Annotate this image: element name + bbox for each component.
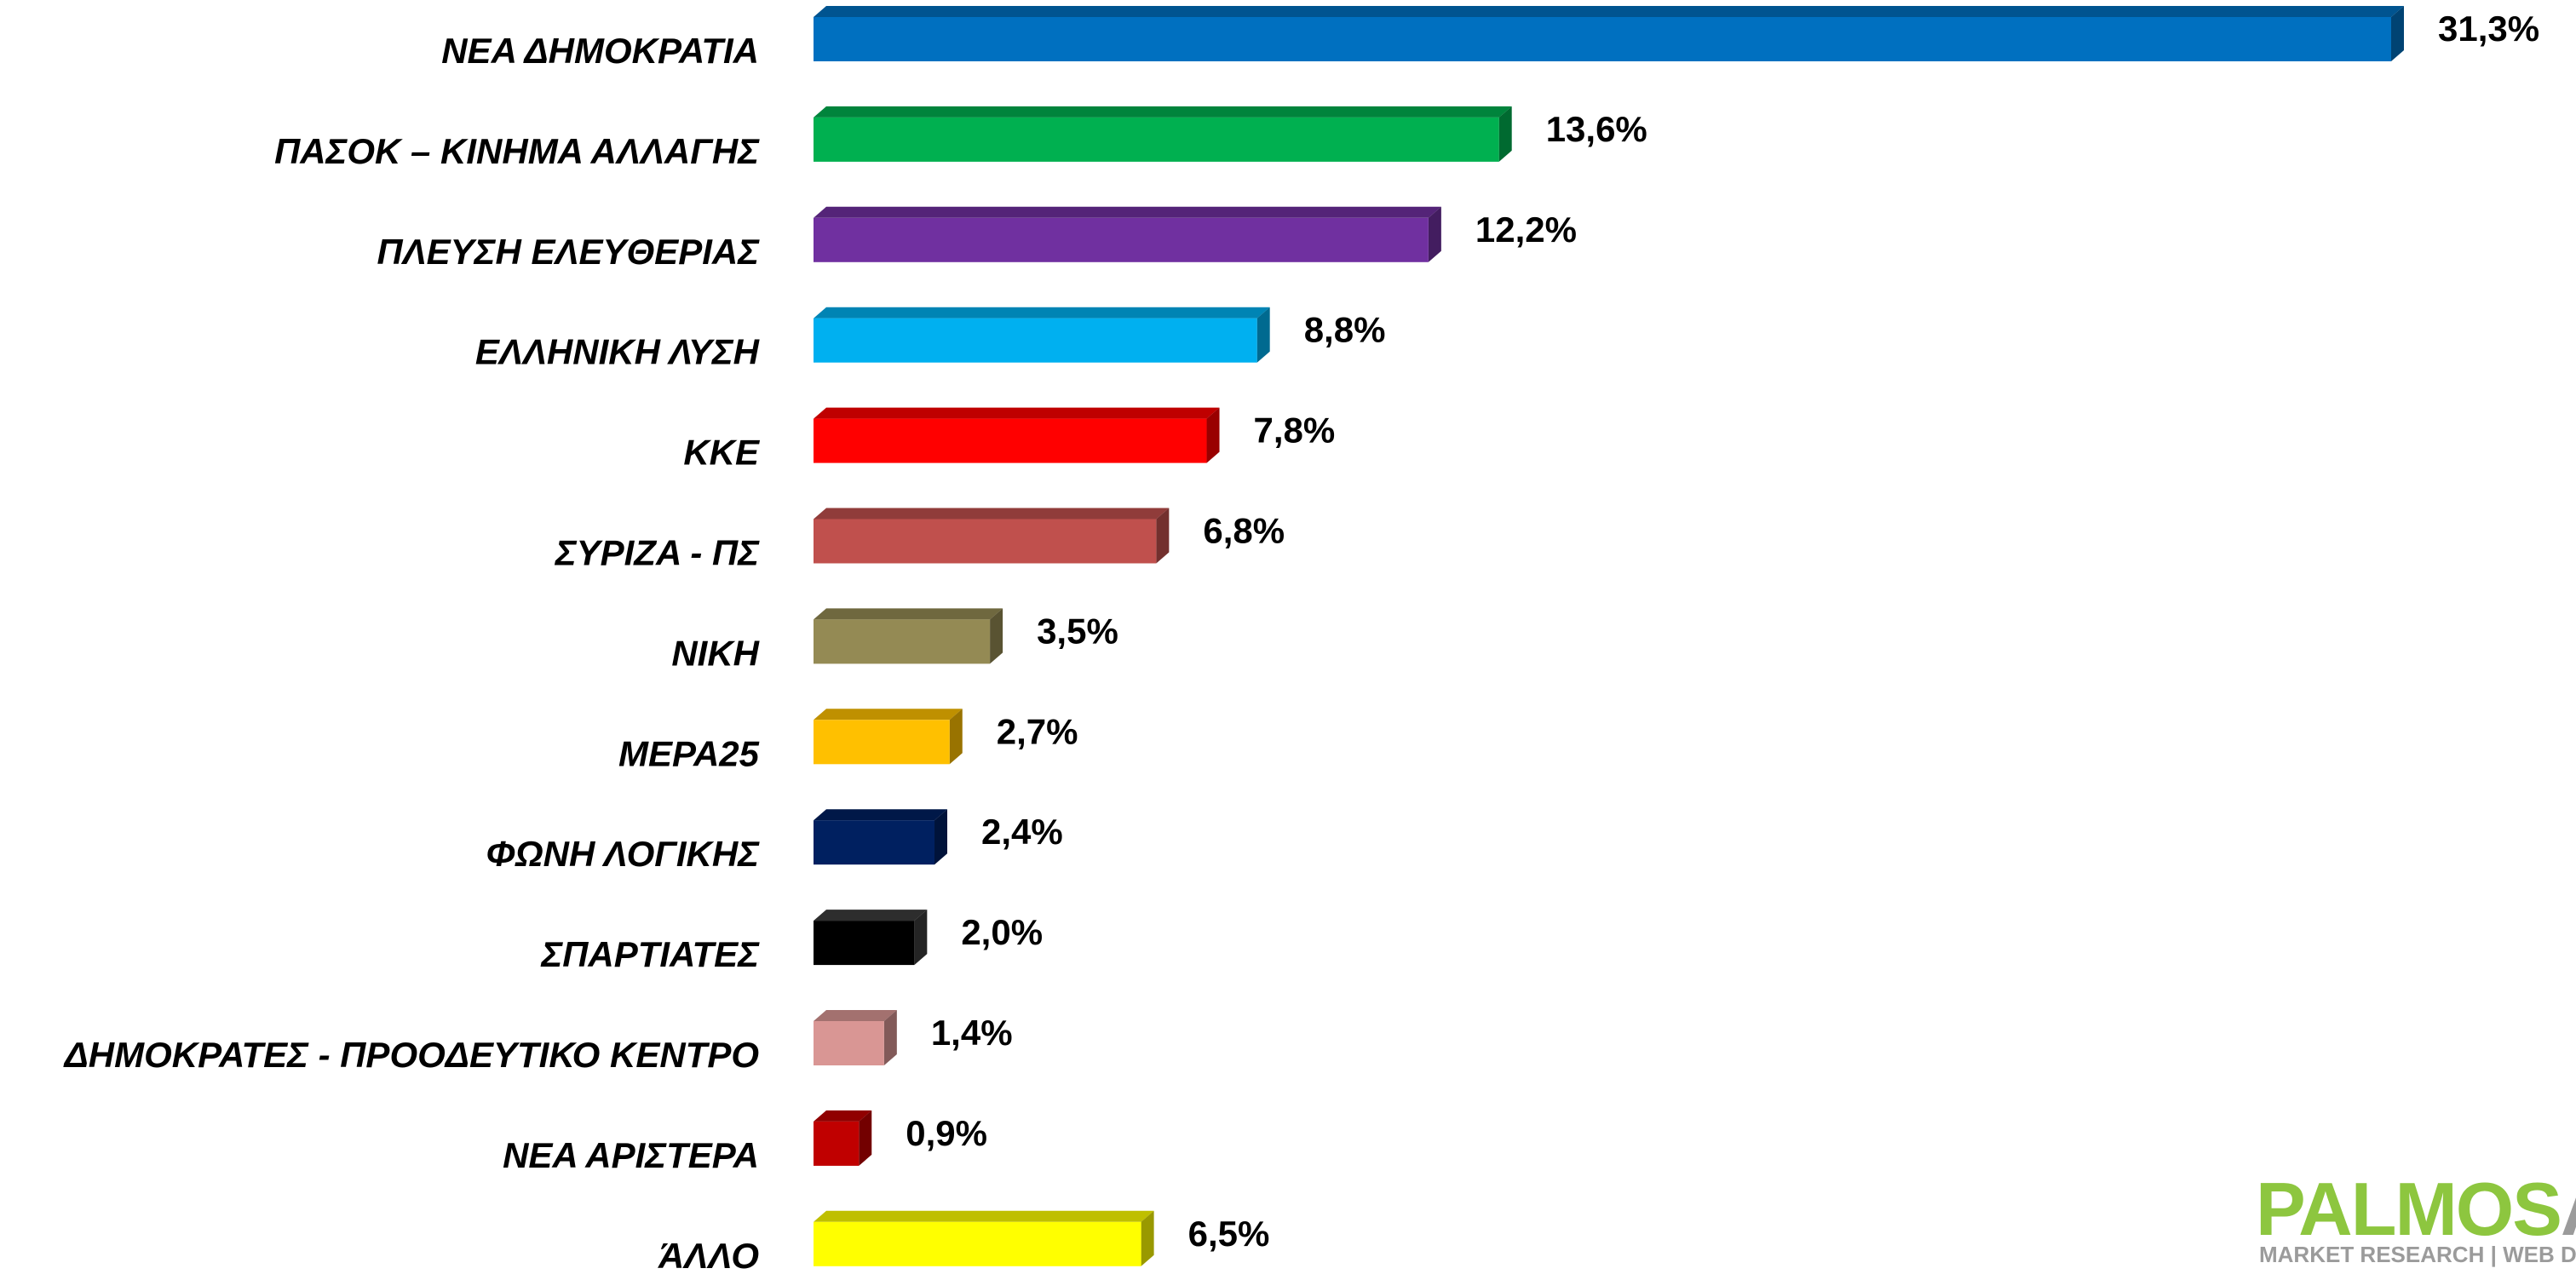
bar-top xyxy=(814,6,2404,17)
bar xyxy=(814,1121,860,1166)
bar xyxy=(814,519,1157,564)
value-label: 12,2% xyxy=(1475,210,1577,250)
logo-name: PALMOSAN xyxy=(2256,1167,2576,1251)
bar-top xyxy=(814,1210,1154,1222)
bar-side xyxy=(859,1110,872,1166)
bar-side xyxy=(914,910,928,966)
bar-side xyxy=(1428,206,1441,262)
category-label: ΕΛΛΗΝΙΚΗ ΛΥΣΗ xyxy=(475,332,761,372)
bar-top xyxy=(814,1010,897,1021)
category-label: ΦΩΝΗ ΛΟΓΙΚΗΣ xyxy=(486,834,760,874)
bar-side xyxy=(883,1010,897,1065)
bar xyxy=(814,17,2391,61)
bar-side xyxy=(990,608,1003,664)
bar xyxy=(814,117,1499,162)
value-label: 13,6% xyxy=(1546,109,1647,149)
category-label: ΚΚΕ xyxy=(683,433,761,473)
bar-top xyxy=(814,206,1441,218)
bar xyxy=(814,418,1207,463)
value-label: 31,3% xyxy=(2438,9,2539,49)
category-label: ΔΗΜΟΚΡΑΤΕΣ - ΠΡΟΟΔΕΥΤΙΚΟ ΚΕΝΤΡΟ xyxy=(63,1035,759,1075)
bar xyxy=(814,217,1429,262)
value-label: 6,5% xyxy=(1188,1214,1270,1254)
bar xyxy=(814,820,935,865)
category-label: ΣΥΡΙΖΑ - ΠΣ xyxy=(555,533,760,573)
value-label: 2,4% xyxy=(981,812,1063,852)
bar xyxy=(814,1221,1141,1266)
bar-side xyxy=(1206,407,1220,463)
logo-tagline: MARKET RESEARCH | WEB DEVELOP xyxy=(2259,1242,2576,1267)
value-label: 6,8% xyxy=(1203,511,1285,551)
bar-side xyxy=(949,709,963,765)
bar-top xyxy=(814,508,1170,519)
bar xyxy=(814,1021,884,1065)
value-label: 2,0% xyxy=(961,912,1043,952)
value-label: 0,9% xyxy=(906,1113,987,1153)
bar-top xyxy=(814,910,928,921)
bar-top xyxy=(814,407,1220,419)
logo-name-2: AN xyxy=(2561,1167,2576,1251)
category-label: ΠΛΕΥΣΗ ΕΛΕΥΘΕΡΙΑΣ xyxy=(377,232,760,272)
bar-top xyxy=(814,608,1003,620)
category-label: ΆΛΛΟ xyxy=(658,1236,759,1276)
value-label: 1,4% xyxy=(931,1013,1013,1053)
bar-top xyxy=(814,1110,872,1122)
category-label: ΝΕΑ ΑΡΙΣΤΕΡΑ xyxy=(503,1135,759,1175)
category-label: ΜΕΡΑ25 xyxy=(618,733,760,773)
bar-top xyxy=(814,307,1270,319)
bar xyxy=(814,619,991,664)
bar-side xyxy=(2391,6,2404,61)
bar xyxy=(814,720,950,765)
category-label: ΝΙΚΗ xyxy=(671,633,760,673)
bar xyxy=(814,921,915,966)
logo-name-1: PALMOS xyxy=(2256,1167,2561,1251)
bar xyxy=(814,318,1257,363)
category-label: ΝΕΑ ΔΗΜΟΚΡΑΤΙΑ xyxy=(441,31,759,71)
bar-side xyxy=(1141,1210,1154,1266)
bar-top xyxy=(814,709,963,720)
value-label: 3,5% xyxy=(1037,611,1118,651)
category-label: ΣΠΑΡΤΙΑΤΕΣ xyxy=(540,934,760,974)
bar-side xyxy=(934,809,948,865)
bar-side xyxy=(1498,106,1512,162)
bar-side xyxy=(1256,307,1270,363)
bar-side xyxy=(1156,508,1170,564)
bar-top xyxy=(814,106,1512,118)
value-label: 8,8% xyxy=(1304,310,1386,350)
category-label: ΠΑΣΟΚ – ΚΙΝΗΜΑ ΑΛΛΑΓΗΣ xyxy=(274,131,760,171)
bar-top xyxy=(814,809,948,821)
logo: PALMOSAN MARKET RESEARCH | WEB DEVELOP xyxy=(2256,1167,2576,1267)
value-label: 7,8% xyxy=(1254,410,1336,451)
value-label: 2,7% xyxy=(997,711,1078,751)
